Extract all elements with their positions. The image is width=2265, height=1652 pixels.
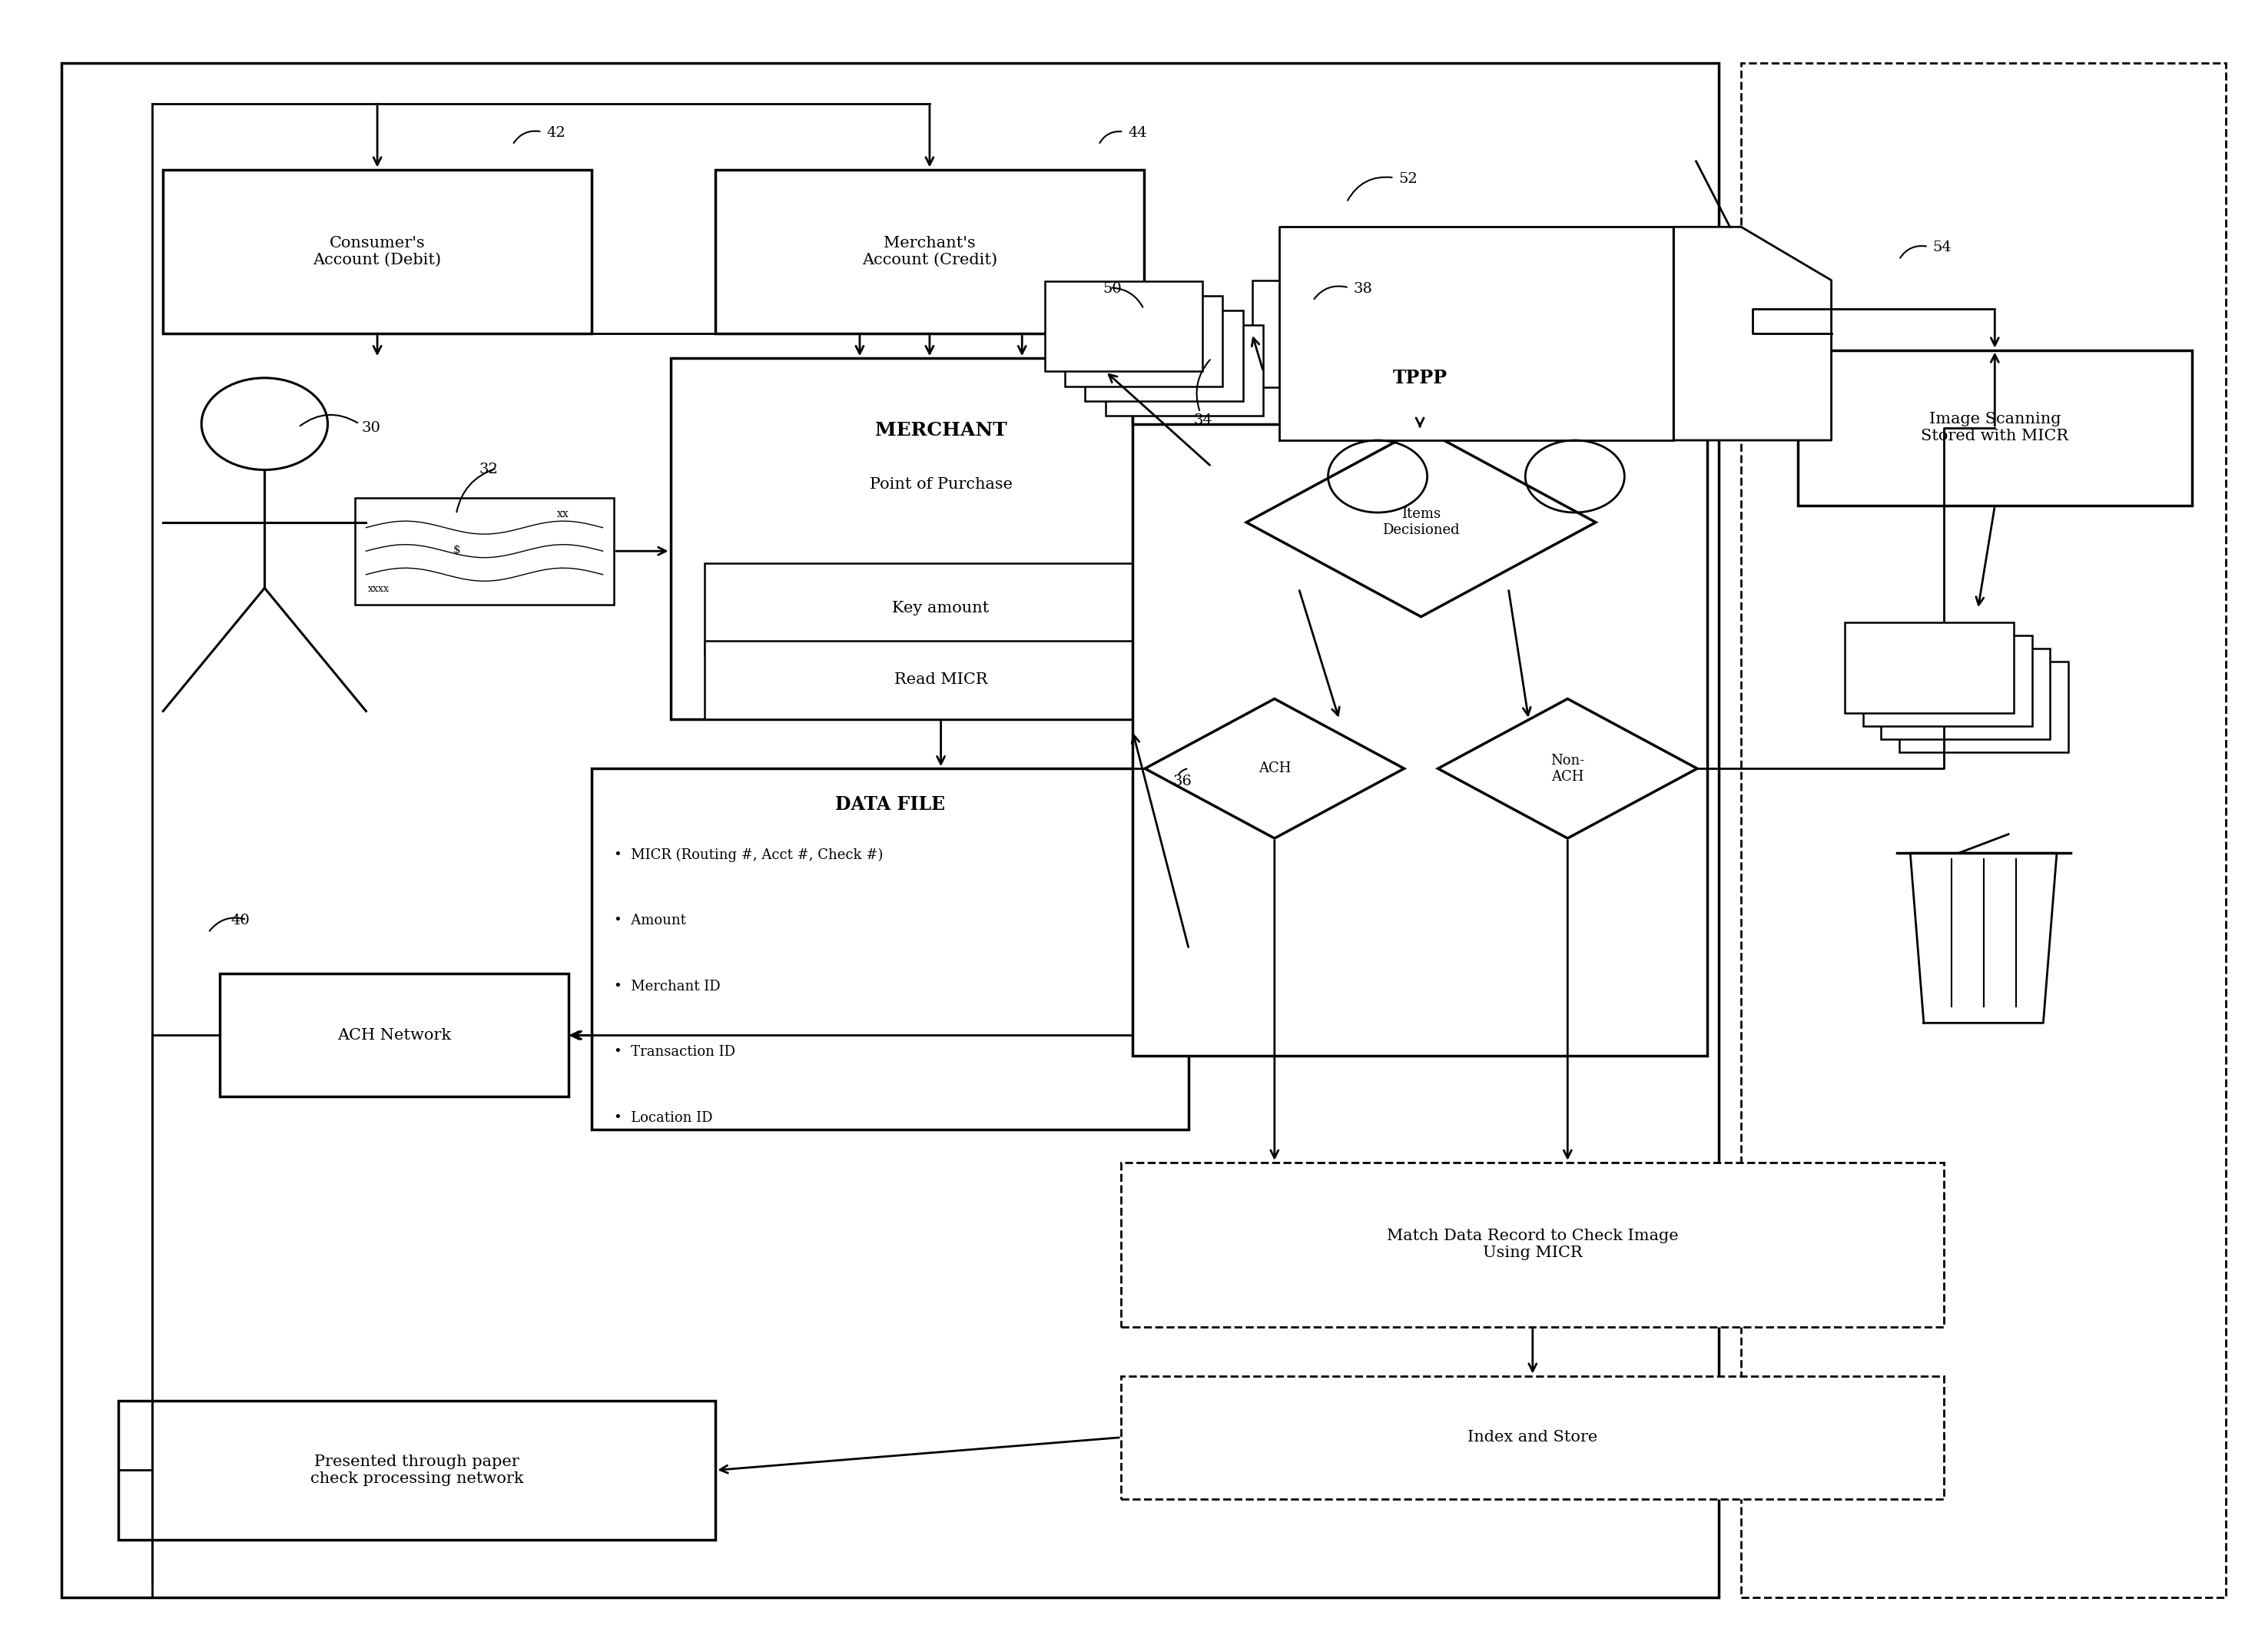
Bar [1132,334,1708,425]
Text: 38: 38 [1354,282,1373,296]
Text: ACH Network: ACH Network [337,1028,451,1042]
Text: MERCHANT: MERCHANT [874,421,1008,439]
Bar [1708,284,1794,365]
Bar [118,1401,716,1540]
Text: 34: 34 [1194,413,1212,426]
Text: •  Transaction ID: • Transaction ID [614,1046,736,1059]
Bar [61,63,1719,1597]
Text: ACH: ACH [1259,762,1291,775]
Bar [1846,623,2014,712]
Polygon shape [1909,852,2057,1023]
Text: Match Data Record to Check Image
Using MICR: Match Data Record to Check Image Using M… [1386,1229,1678,1260]
Bar [1044,281,1203,372]
Polygon shape [1438,699,1696,838]
Text: •  Merchant ID: • Merchant ID [614,980,720,993]
Text: •  MICR (Routing #, Acct #, Check #): • MICR (Routing #, Acct #, Check #) [614,847,883,862]
Bar [716,170,1144,334]
Polygon shape [1674,226,1832,441]
Text: 42: 42 [546,126,566,140]
Text: •  Amount: • Amount [614,914,686,928]
Text: $: $ [453,545,460,555]
Text: DATA FILE: DATA FILE [836,796,945,814]
Text: xxxx: xxxx [367,583,390,595]
Text: 52: 52 [1398,172,1418,185]
Bar [1105,325,1264,416]
Text: 54: 54 [1932,241,1952,254]
Bar [1132,334,1708,1056]
Text: •  Location ID: • Location ID [614,1110,713,1125]
Bar [1065,296,1223,387]
Bar [356,497,614,605]
Text: Index and Store: Index and Store [1468,1431,1597,1446]
Text: 32: 32 [478,463,498,476]
Bar [704,563,1178,654]
Bar [1880,649,2050,738]
Bar [163,170,591,334]
Text: Non-
ACH: Non- ACH [1552,753,1585,783]
Text: Consumer's
Account (Debit): Consumer's Account (Debit) [313,236,442,268]
Text: Items
Decisioned: Items Decisioned [1382,507,1459,537]
Text: 36: 36 [1173,775,1191,788]
Bar [1862,636,2032,725]
Bar [670,358,1212,719]
Text: Key amount: Key amount [892,601,990,616]
Text: Image Scanning
Stored with MICR: Image Scanning Stored with MICR [1921,413,2068,444]
Text: 40: 40 [231,914,249,927]
Bar [1121,1376,1943,1498]
Bar [591,768,1189,1130]
Text: TPPP: TPPP [1393,368,1447,387]
Bar [220,973,569,1097]
Text: xx: xx [557,509,569,519]
Polygon shape [1246,428,1597,616]
Bar [1742,63,2226,1597]
Bar [1085,311,1243,401]
Bar [1798,350,2193,506]
Polygon shape [1144,699,1404,838]
Bar [1253,281,1287,387]
Text: Read MICR: Read MICR [895,672,988,687]
Text: 50: 50 [1103,282,1121,296]
Text: Presented through paper
check processing network: Presented through paper check processing… [310,1454,523,1485]
Text: 44: 44 [1128,126,1146,140]
Text: 30: 30 [362,421,381,434]
Bar [704,641,1178,719]
Bar [1898,662,2068,752]
Text: Point of Purchase: Point of Purchase [870,477,1012,492]
Text: Merchant's
Account (Credit): Merchant's Account (Credit) [863,236,997,268]
Bar [1121,1163,1943,1327]
Polygon shape [1280,226,1674,441]
